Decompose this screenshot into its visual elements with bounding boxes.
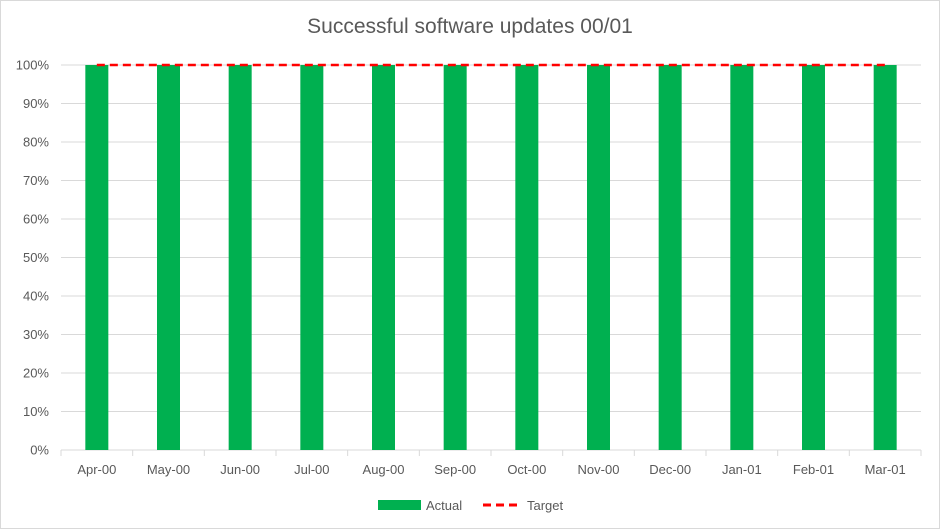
bar-actual [515, 65, 539, 450]
x-tick-label: Aug-00 [363, 462, 405, 477]
bar-actual [658, 65, 682, 450]
x-tick-label: Nov-00 [578, 462, 620, 477]
bar-actual [372, 65, 395, 450]
bar-actual [228, 65, 252, 450]
legend-label-actual: Actual [426, 498, 462, 513]
bar-actual [802, 65, 825, 450]
bar-actual [85, 65, 109, 450]
x-tick-label: Jul-00 [294, 462, 329, 477]
x-tick-label: Feb-01 [793, 462, 834, 477]
x-tick-label: Jan-01 [722, 462, 762, 477]
y-tick-label: 70% [23, 173, 49, 188]
x-tick-label: May-00 [147, 462, 190, 477]
bar-actual [873, 65, 897, 450]
y-tick-label: 50% [23, 250, 49, 265]
y-tick-label: 30% [23, 327, 49, 342]
y-tick-label: 40% [23, 289, 49, 304]
x-tick-label: Apr-00 [77, 462, 116, 477]
y-tick-label: 80% [23, 135, 49, 150]
y-tick-label: 100% [16, 58, 50, 73]
bar-actual [300, 65, 324, 450]
x-tick-label: Oct-00 [507, 462, 546, 477]
bar-actual [157, 65, 180, 450]
y-tick-label: 90% [23, 96, 49, 111]
y-tick-label: 10% [23, 404, 49, 419]
legend-swatch-actual [378, 500, 421, 510]
legend-label-target: Target [527, 498, 564, 513]
y-tick-label: 20% [23, 366, 49, 381]
y-tick-label: 60% [23, 212, 49, 227]
chart-title: Successful software updates 00/01 [307, 15, 633, 38]
bar-actual [587, 65, 610, 450]
y-tick-label: 0% [30, 443, 49, 458]
x-tick-label: Jun-00 [220, 462, 260, 477]
x-tick-label: Dec-00 [649, 462, 691, 477]
x-tick-label: Sep-00 [434, 462, 476, 477]
x-tick-label: Mar-01 [865, 462, 906, 477]
bar-actual [730, 65, 754, 450]
bar-actual [443, 65, 467, 450]
